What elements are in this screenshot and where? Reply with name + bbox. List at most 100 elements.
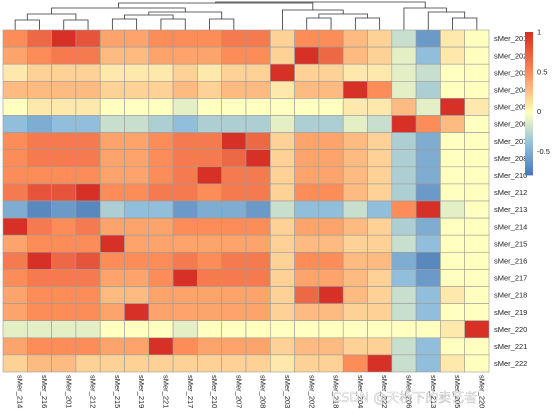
dendrogram-root <box>215 1 426 8</box>
row-label-sMer_216: sMer_216 <box>494 256 527 265</box>
heatmap-cell-sMer_214-sMer_201 <box>51 217 77 236</box>
heatmap-cell-sMer_220-sMer_214 <box>2 320 28 339</box>
heatmap-cell-sMer_215-sMer_222 <box>367 234 393 253</box>
heatmap-cell-sMer_213-sMer_220 <box>464 200 490 219</box>
heatmap-cell-sMer_217-sMer_201 <box>51 269 77 287</box>
heatmap-cell-sMer_206-sMer_217 <box>172 115 198 133</box>
heatmap-cell-sMer_215-sMer_204 <box>342 234 368 253</box>
legend-gradient-step <box>525 134 533 138</box>
heatmap-cell-sMer_208-sMer_222 <box>367 149 393 168</box>
legend-gradient-step <box>525 62 533 66</box>
heatmap-cell-sMer_214-sMer_216 <box>26 217 52 236</box>
row-label-sMer_220: sMer_220 <box>494 325 527 334</box>
row-label-sMer_208: sMer_208 <box>494 154 527 163</box>
legend-gradient-step <box>525 70 533 73</box>
heatmap-cell-sMer_221-sMer_206 <box>391 337 417 356</box>
heatmap-cell-sMer_216-sMer_216 <box>26 252 52 270</box>
heatmap-cell-sMer_203-sMer_206 <box>391 63 417 82</box>
legend-gradient-step <box>525 36 533 40</box>
heatmap-cell-sMer_220-sMer_222 <box>367 320 393 339</box>
legend-gradient-step <box>525 155 533 159</box>
heatmap-cell-sMer_214-sMer_205 <box>440 217 465 236</box>
heatmap-cell-sMer_217-sMer_219 <box>124 269 150 287</box>
heatmap-cell-sMer_218-sMer_206 <box>391 286 417 304</box>
heatmap-cell-sMer_206-sMer_212 <box>75 115 101 133</box>
heatmap-cell-sMer_219-sMer_220 <box>464 303 490 322</box>
heatmap-cell-sMer_217-sMer_218 <box>318 269 344 287</box>
heatmap-cell-sMer_215-sMer_219 <box>124 234 150 253</box>
heatmap-cell-sMer_202-sMer_202 <box>294 46 320 65</box>
heatmap-cell-sMer_214-sMer_221 <box>148 217 174 236</box>
heatmap-cell-sMer_202-sMer_204 <box>342 46 368 65</box>
legend-gradient-step <box>525 91 533 95</box>
heatmap-cell-sMer_204-sMer_213 <box>415 81 441 99</box>
heatmap-cell-sMer_203-sMer_203 <box>269 63 295 82</box>
heatmap-cell-sMer_202-sMer_212 <box>75 46 101 65</box>
heatmap-cell-sMer_215-sMer_217 <box>172 234 198 253</box>
heatmap-cell-sMer_204-sMer_222 <box>367 81 393 99</box>
heatmap-cell-sMer_208-sMer_206 <box>391 149 417 168</box>
column-label-sMer_217-7: sMer_217 <box>186 375 195 408</box>
heatmap-cell-sMer_205-sMer_215 <box>99 98 125 116</box>
column-label-sMer_208-10: sMer_208 <box>259 375 268 408</box>
heatmap-cell-sMer_203-sMer_214 <box>2 63 28 82</box>
heatmap-cell-sMer_213-sMer_208 <box>245 200 271 219</box>
heatmap-cell-sMer_221-sMer_218 <box>318 337 344 356</box>
heatmap-cell-sMer_206-sMer_219 <box>124 115 150 133</box>
heatmap-cell-sMer_218-sMer_215 <box>99 286 125 304</box>
heatmap-cell-sMer_215-sMer_215 <box>99 234 125 253</box>
dendrogram-link-11 <box>51 7 186 14</box>
heatmap-cell-sMer_220-sMer_220 <box>464 320 490 339</box>
heatmap-cell-sMer_205-sMer_216 <box>26 98 52 116</box>
row-label-sMer_214: sMer_214 <box>494 222 527 231</box>
column-label-sMer_205-18: sMer_205 <box>453 375 462 408</box>
heatmap-cell-sMer_222-sMer_213 <box>415 354 441 373</box>
heatmap-cell-sMer_207-sMer_221 <box>148 132 174 151</box>
heatmap-cell-sMer_208-sMer_221 <box>148 149 174 168</box>
heatmap-cell-sMer_210-sMer_202 <box>294 166 320 185</box>
heatmap-cell-sMer_219-sMer_222 <box>367 303 393 322</box>
color-legend: 1 0.5 0 -0.5 <box>525 28 550 176</box>
heatmap-cell-sMer_214-sMer_217 <box>172 217 198 236</box>
dendrogram-link-2 <box>111 18 138 30</box>
heatmap-cell-sMer_218-sMer_207 <box>221 286 247 304</box>
heatmap-cell-sMer_218-sMer_222 <box>367 286 393 304</box>
heatmap-cell-sMer_220-sMer_219 <box>124 320 150 339</box>
heatmap-cell-sMer_216-sMer_215 <box>99 252 125 270</box>
heatmap-cell-sMer_205-sMer_213 <box>415 98 441 116</box>
heatmap-cell-sMer_204-sMer_206 <box>391 81 417 99</box>
heatmap-cell-sMer_219-sMer_203 <box>269 303 295 322</box>
heatmap-cell-sMer_217-sMer_204 <box>342 269 368 287</box>
heatmap-cell-sMer_215-sMer_212 <box>75 234 101 253</box>
legend-gradient-step <box>525 84 533 88</box>
heatmap-cell-sMer_222-sMer_214 <box>2 354 28 373</box>
heatmap-cell-sMer_208-sMer_218 <box>318 149 344 168</box>
heatmap-cell-sMer_219-sMer_217 <box>172 303 198 322</box>
heatmap-cell-sMer_220-sMer_201 <box>51 320 77 339</box>
heatmap-cell-sMer_207-sMer_215 <box>99 132 125 151</box>
heatmap-cell-sMer_216-sMer_212 <box>75 252 101 270</box>
heatmap-cell-sMer_202-sMer_221 <box>148 46 174 65</box>
heatmap-cell-sMer_217-sMer_212 <box>75 269 101 287</box>
heatmap-cell-sMer_210-sMer_222 <box>367 166 393 185</box>
heatmap-cell-sMer_208-sMer_214 <box>2 149 28 168</box>
heatmap-cell-sMer_208-sMer_205 <box>440 149 465 168</box>
heatmap-cell-sMer_210-sMer_204 <box>342 166 368 185</box>
heatmap-cell-sMer_201-sMer_202 <box>294 29 320 48</box>
heatmap-cell-sMer_201-sMer_204 <box>342 29 368 48</box>
heatmap-cell-sMer_218-sMer_213 <box>415 286 441 304</box>
heatmap-cell-sMer_207-sMer_208 <box>245 132 271 151</box>
row-label-sMer_206: sMer_206 <box>494 120 527 129</box>
heatmap-cell-sMer_214-sMer_208 <box>245 217 271 236</box>
heatmap-cell-sMer_219-sMer_206 <box>391 303 417 322</box>
heatmap-cell-sMer_217-sMer_222 <box>367 269 393 287</box>
heatmap-cell-sMer_204-sMer_210 <box>197 81 222 99</box>
heatmap-cell-sMer_204-sMer_216 <box>26 81 52 99</box>
heatmap-cell-sMer_210-sMer_221 <box>148 166 174 185</box>
heatmap-cell-sMer_206-sMer_220 <box>464 115 490 133</box>
heatmap-cell-sMer_218-sMer_205 <box>440 286 465 304</box>
heatmap-cell-sMer_216-sMer_213 <box>415 252 441 270</box>
row-label-sMer_210: sMer_210 <box>494 171 527 180</box>
heatmap-cell-sMer_218-sMer_201 <box>51 286 77 304</box>
heatmap-cell-sMer_203-sMer_218 <box>318 63 344 82</box>
